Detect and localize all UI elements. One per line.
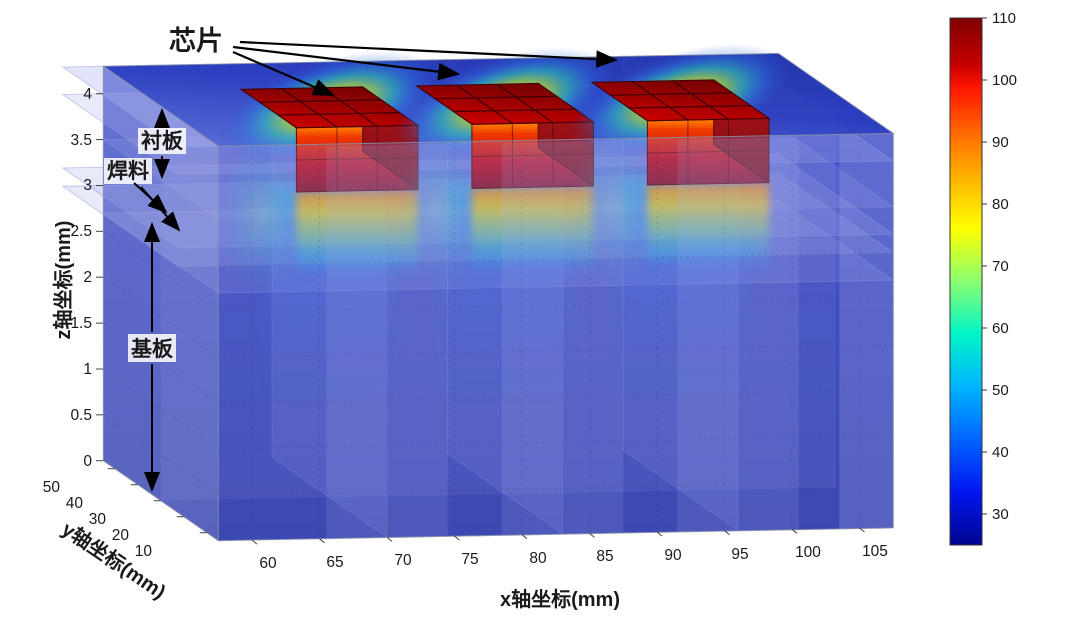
chip-arrow-1 xyxy=(232,50,336,97)
colorbar-tick-70: 70 xyxy=(992,258,1009,275)
z-tick-2: 2 xyxy=(83,269,92,286)
colorbar-tick-80: 80 xyxy=(992,196,1009,213)
x-tick-65: 65 xyxy=(326,554,343,571)
colorbar-tick-100: 100 xyxy=(992,72,1017,89)
colorbar-tick-30: 30 xyxy=(992,506,1009,523)
solder-label-bg xyxy=(104,158,152,184)
left-face xyxy=(103,66,219,541)
colorbar-tick-110: 110 xyxy=(992,10,1016,27)
colorbar: 110 100 90 80 70 60 50 40 30 xyxy=(949,10,1017,546)
solder-annotation-label: 焊料 xyxy=(107,159,149,183)
y-tick-40: 40 xyxy=(66,495,84,512)
substrate-annotation-label: 衬板 xyxy=(141,130,184,153)
y-tick-20: 20 xyxy=(112,527,130,544)
z-tick-35: 3.5 xyxy=(70,132,92,149)
y-tick-10: 10 xyxy=(135,543,153,560)
x-tick-75: 75 xyxy=(461,551,478,568)
z-tick-25: 2.5 xyxy=(70,223,92,240)
z-tick-3: 3 xyxy=(83,177,92,194)
y-tick-50: 50 xyxy=(43,479,61,496)
colorbar-gradient xyxy=(949,17,983,546)
colorbar-tick-60: 60 xyxy=(992,320,1009,337)
x-axis: 60 65 70 75 80 85 90 95 100 105 x轴坐标(mm) xyxy=(251,527,888,611)
substrate-label-bg xyxy=(138,128,186,154)
chip-arrow-2 xyxy=(232,45,461,81)
front-face xyxy=(218,133,894,541)
z-tick-4: 4 xyxy=(83,86,92,103)
colorbar-tick-90: 90 xyxy=(992,134,1009,151)
x-tick-105: 105 xyxy=(862,543,888,560)
x-tick-70: 70 xyxy=(394,552,412,569)
x-axis-title: x轴坐标(mm) xyxy=(500,587,620,611)
x-tick-60: 60 xyxy=(259,555,277,572)
chip-arrows xyxy=(232,40,619,97)
chip-annotation-label: 芯片 xyxy=(169,26,223,56)
chip-arrow-3 xyxy=(239,40,619,68)
z-tick-15: 1.5 xyxy=(70,315,92,332)
z-tick-0: 0 xyxy=(83,453,92,470)
baseplate-annotation-label: 基板 xyxy=(131,338,174,361)
solder-arrows xyxy=(133,182,181,232)
z-tick-1: 1 xyxy=(83,361,92,378)
baseplate-label-bg xyxy=(128,334,176,362)
grid-lines xyxy=(103,134,894,541)
z-tick-05: 0.5 xyxy=(70,407,92,424)
x-tick-90: 90 xyxy=(664,547,682,564)
z-axis-title: z轴坐标(mm) xyxy=(51,221,75,340)
colorbar-tick-50: 50 xyxy=(992,382,1009,399)
annotation-layer: 芯片 衬板 焊料 基板 xyxy=(104,26,619,492)
x-tick-100: 100 xyxy=(795,544,821,561)
z-axis: 0 0.5 1 1.5 2 2.5 3 3.5 4 z轴坐标(mm) xyxy=(51,86,103,470)
plot-volume xyxy=(61,21,895,542)
x-tick-80: 80 xyxy=(529,550,547,567)
front-face-bands xyxy=(326,133,894,540)
x-tick-85: 85 xyxy=(596,548,613,565)
x-tick-95: 95 xyxy=(731,546,748,563)
y-tick-30: 30 xyxy=(89,511,107,528)
colorbar-tick-40: 40 xyxy=(992,444,1009,461)
colorbar-ticks xyxy=(982,17,987,515)
